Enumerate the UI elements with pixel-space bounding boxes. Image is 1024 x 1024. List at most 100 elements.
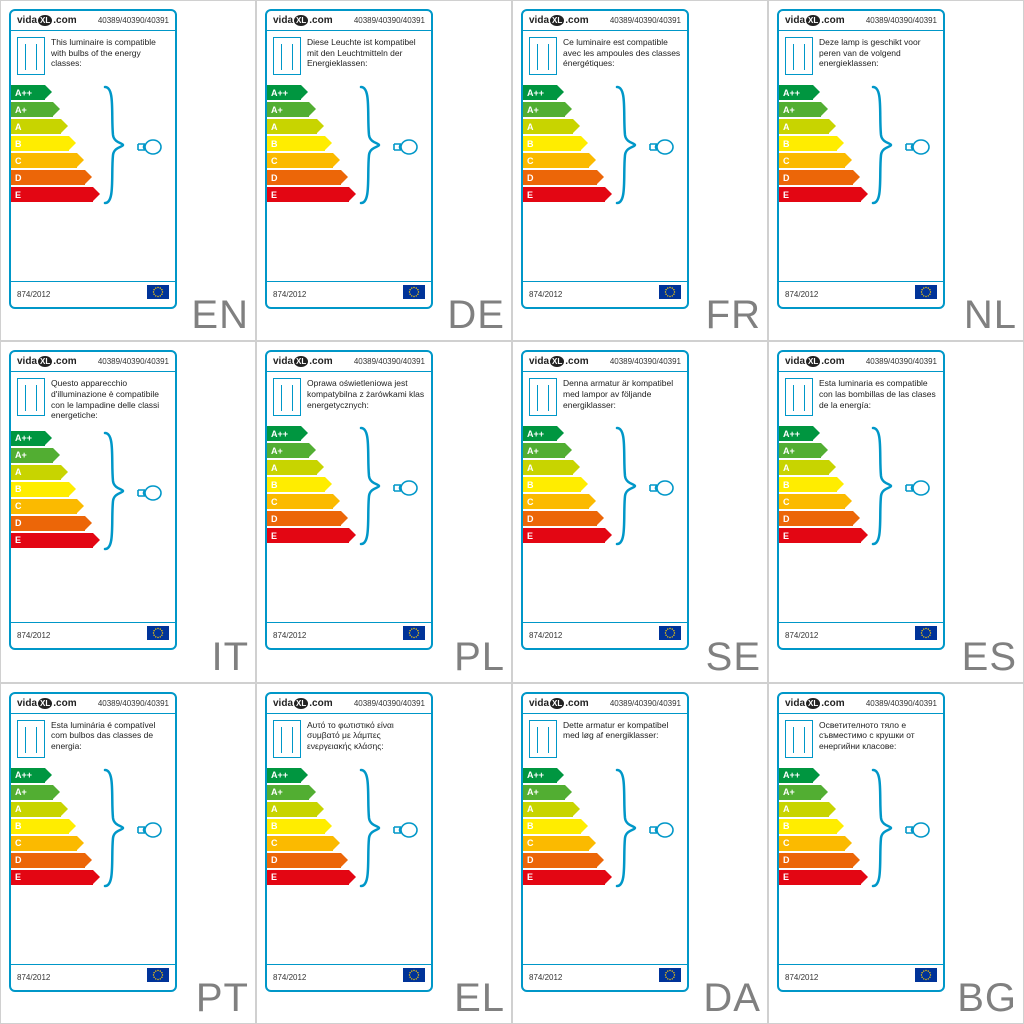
energy-classes: A++ .cell:nth-child(8) .arrow-row:nth-ch… bbox=[779, 420, 943, 543]
energy-class-label: B bbox=[271, 821, 278, 831]
energy-class-label: A+ bbox=[783, 787, 795, 797]
brand-prefix: vida bbox=[17, 356, 37, 367]
energy-class-row: A+ .cell:nth-child(8) .arrow-row:nth-chi… bbox=[779, 443, 943, 458]
bulb-icon bbox=[391, 820, 419, 840]
card-header: vida XL .com 40389/40390/40391 bbox=[779, 352, 943, 369]
description-row: Ce luminaire est compatible avec les amp… bbox=[523, 31, 687, 79]
card-header: vida XL .com 40389/40390/40391 bbox=[523, 352, 687, 369]
eu-flag-icon bbox=[147, 968, 169, 982]
energy-class-label: A+ bbox=[271, 105, 283, 115]
energy-class-arrow-B: B bbox=[779, 136, 837, 151]
brace-wrap bbox=[357, 87, 383, 203]
energy-label-card: vida XL .com 40389/40390/40391 Ce lumina… bbox=[521, 9, 689, 309]
brand-prefix: vida bbox=[273, 356, 293, 367]
energy-class-arrow-C: C bbox=[523, 494, 589, 509]
energy-class-row: A .cell:nth-child(4) .arrow-row:nth-chil… bbox=[779, 119, 943, 134]
sku-text: 40389/40390/40391 bbox=[610, 16, 681, 25]
sku-text: 40389/40390/40391 bbox=[610, 357, 681, 366]
energy-class-arrow-E: E bbox=[267, 187, 349, 202]
eu-flag bbox=[659, 626, 681, 645]
brand-logo: vida XL .com bbox=[785, 15, 845, 26]
energy-class-arrow-Aplus: A+ bbox=[779, 102, 821, 117]
eu-flag bbox=[659, 285, 681, 304]
energy-class-label: A bbox=[783, 804, 790, 814]
energy-label-card: vida XL .com 40389/40390/40391 Αυτό το φ… bbox=[265, 692, 433, 992]
sku-text: 40389/40390/40391 bbox=[98, 357, 169, 366]
energy-class-row: A+ .cell:nth-child(12) .arrow-row:nth-ch… bbox=[779, 785, 943, 800]
language-code: DA bbox=[703, 976, 761, 1021]
energy-class-arrow-B: B bbox=[523, 136, 581, 151]
card-header: vida XL .com 40389/40390/40391 bbox=[523, 694, 687, 711]
energy-class-label: E bbox=[271, 531, 277, 541]
energy-class-arrow-Aplusplus: A++ bbox=[267, 426, 301, 441]
energy-class-arrow-D: D bbox=[523, 853, 597, 868]
brand-prefix: vida bbox=[785, 15, 805, 26]
energy-class-arrow-Aplusplus: A++ bbox=[267, 768, 301, 783]
card-footer: 874/2012 bbox=[779, 964, 943, 990]
energy-class-label: B bbox=[527, 480, 534, 490]
brand-logo: vida XL .com bbox=[785, 356, 845, 367]
brand-mid: XL bbox=[294, 15, 308, 26]
energy-class-arrow-A: A bbox=[779, 119, 829, 134]
energy-class-arrow-Aplusplus: A++ bbox=[779, 768, 813, 783]
energy-class-label: D bbox=[15, 855, 22, 865]
energy-class-arrow-Aplusplus: A++ bbox=[11, 768, 45, 783]
energy-class-label: A+ bbox=[271, 446, 283, 456]
energy-class-label: A+ bbox=[15, 787, 27, 797]
energy-class-label: A++ bbox=[271, 770, 288, 780]
energy-label-card: vida XL .com 40389/40390/40391 Diese Leu… bbox=[265, 9, 433, 309]
energy-class-row: A .cell:nth-child(10) .arrow-row:nth-chi… bbox=[267, 802, 431, 817]
energy-class-arrow-E: E bbox=[779, 870, 861, 885]
energy-class-label: A bbox=[527, 804, 534, 814]
grid-cell: vida XL .com 40389/40390/40391 Осветител… bbox=[768, 683, 1024, 1024]
energy-class-row: A++ .cell:nth-child(6) .arrow-row:nth-ch… bbox=[267, 426, 431, 441]
energy-class-label: A++ bbox=[527, 88, 544, 98]
eu-flag bbox=[403, 285, 425, 304]
energy-class-row: E .cell:nth-child(5) .arrow-row:nth-chil… bbox=[11, 533, 175, 548]
energy-class-arrow-A: A bbox=[267, 460, 317, 475]
energy-label-card: vida XL .com 40389/40390/40391 Esta lumi… bbox=[777, 350, 945, 650]
energy-class-row: A+ .cell:nth-child(10) .arrow-row:nth-ch… bbox=[267, 785, 431, 800]
energy-class-label: E bbox=[15, 535, 21, 545]
description-text: Esta luminária é compatível com bulbos d… bbox=[51, 720, 169, 758]
energy-label-card: vida XL .com 40389/40390/40391 Dette arm… bbox=[521, 692, 689, 992]
energy-class-label: C bbox=[15, 156, 22, 166]
energy-class-label: C bbox=[15, 838, 22, 848]
brace-wrap bbox=[869, 770, 895, 886]
brand-logo: vida XL .com bbox=[17, 15, 77, 26]
energy-class-label: C bbox=[783, 497, 790, 507]
energy-classes: A++ .cell:nth-child(3) .arrow-row:nth-ch… bbox=[523, 79, 687, 202]
bulb-icon bbox=[647, 820, 675, 840]
energy-class-row: A+ .cell:nth-child(9) .arrow-row:nth-chi… bbox=[11, 785, 175, 800]
brand-prefix: vida bbox=[785, 698, 805, 709]
brand-logo: vida XL .com bbox=[17, 356, 77, 367]
energy-class-arrow-B: B bbox=[523, 819, 581, 834]
energy-class-arrow-Aplusplus: A++ bbox=[11, 431, 45, 446]
energy-class-label: B bbox=[783, 480, 790, 490]
energy-class-arrow-D: D bbox=[523, 511, 597, 526]
energy-class-label: A+ bbox=[271, 787, 283, 797]
energy-class-arrow-Aplus: A+ bbox=[267, 102, 309, 117]
brace-icon bbox=[613, 426, 639, 546]
language-code: SE bbox=[706, 635, 761, 680]
energy-class-label: A++ bbox=[527, 429, 544, 439]
brand-logo: vida XL .com bbox=[273, 698, 333, 709]
language-code: NL bbox=[964, 293, 1017, 338]
energy-class-label: A bbox=[783, 463, 790, 473]
energy-class-arrow-E: E bbox=[523, 528, 605, 543]
energy-class-row: E .cell:nth-child(10) .arrow-row:nth-chi… bbox=[267, 870, 431, 885]
energy-class-arrow-Aplus: A+ bbox=[779, 785, 821, 800]
language-code: EN bbox=[191, 293, 249, 338]
brace-icon bbox=[869, 85, 895, 205]
language-code: IT bbox=[211, 635, 249, 680]
bulb-icon bbox=[135, 820, 163, 840]
grid-cell: vida XL .com 40389/40390/40391 Deze lamp… bbox=[768, 0, 1024, 341]
energy-class-row: A++ .cell:nth-child(4) .arrow-row:nth-ch… bbox=[779, 85, 943, 100]
brand-suffix: .com bbox=[53, 15, 76, 26]
brace-icon bbox=[613, 85, 639, 205]
brace-wrap bbox=[613, 428, 639, 544]
regulation-text: 874/2012 bbox=[529, 973, 562, 982]
energy-class-label: E bbox=[527, 872, 533, 882]
energy-class-arrow-D: D bbox=[11, 853, 85, 868]
brand-suffix: .com bbox=[309, 698, 332, 709]
